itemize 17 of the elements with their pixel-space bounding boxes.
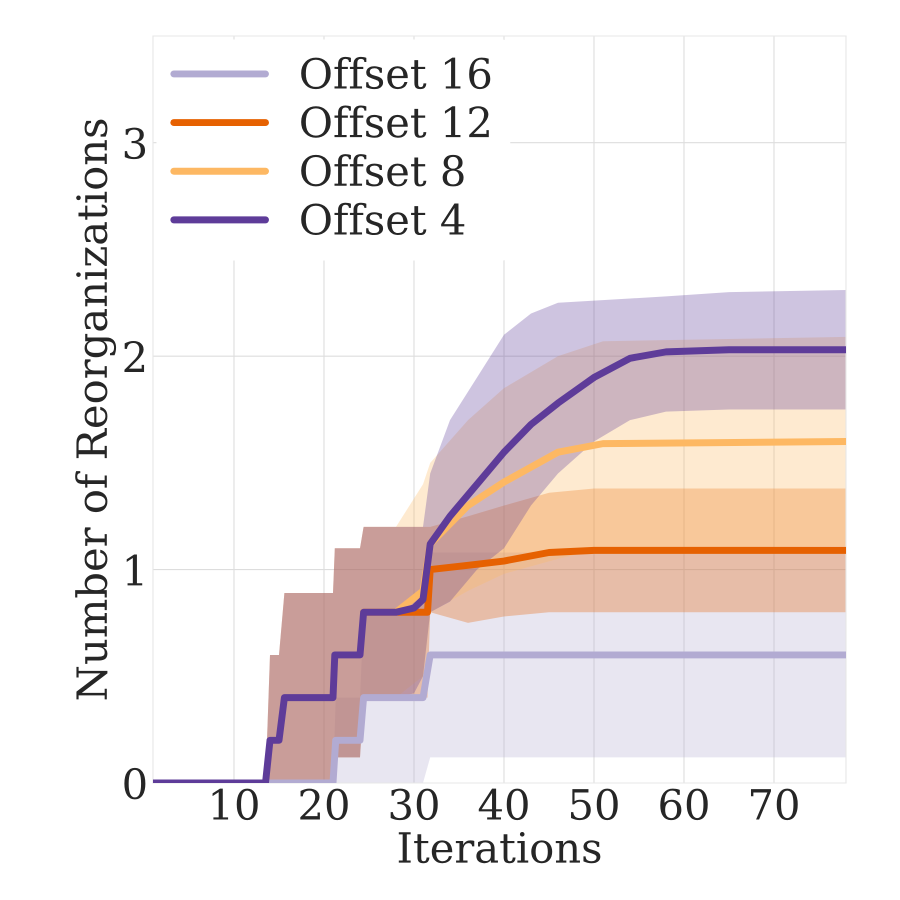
x-tick-label: 40 [478,788,528,820]
x-tick-label: 30 [390,788,438,820]
legend-label: Offset 12 [301,105,489,138]
x-tick-label: 10 [212,788,258,820]
x-axis-title: Iterations [398,832,600,864]
x-tick-label: 20 [300,788,348,820]
y-tick-label: 3 [124,128,146,160]
x-tick-label: 70 [750,788,798,820]
y-axis-title: Number of Reorganizations [75,120,116,700]
legend-label: Offset 16 [301,56,490,90]
y-tick-label: 2 [124,341,144,372]
x-tick-label: 50 [571,788,618,820]
y-tick-label: 0 [124,768,146,800]
x-tick-label: 60 [660,788,708,820]
legend-label: Offset 4 [301,202,464,236]
legend-label: Offset 8 [301,154,464,186]
y-tick-label: 1 [126,554,142,586]
